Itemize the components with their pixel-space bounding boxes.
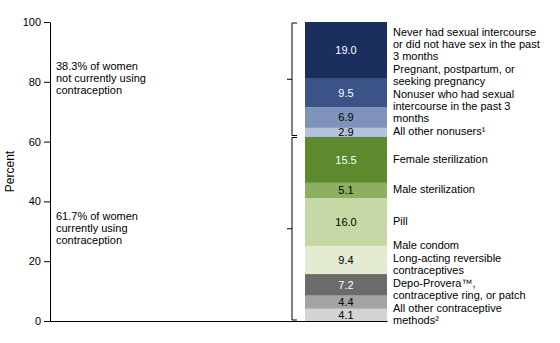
data-label: 2.9	[338, 126, 353, 138]
text-line: contraceptive ring, or patch	[393, 289, 526, 301]
chart: 4.14.4 7.2 9.4 16.0 5.1 15.5 2.9 6.9 9.5 19.0 All …	[0, 0, 560, 343]
text-line: seeking pregnancy	[393, 75, 486, 87]
y-tick-label: 40	[29, 195, 41, 207]
bar-segment	[305, 79, 387, 107]
bar-segment	[305, 22, 387, 79]
data-label: 4.1	[338, 309, 353, 321]
y-tick: 100	[23, 16, 50, 28]
segment-label: Female sterilization	[393, 153, 488, 165]
bar-segment	[305, 309, 387, 321]
data-label: 15.5	[335, 154, 356, 166]
bracket	[287, 138, 297, 320]
data-label: 5.1	[338, 184, 353, 196]
segment-label: Male sterilization	[393, 183, 475, 195]
annotation: 38.3% of womennot currently usingcontrac…	[56, 60, 146, 96]
segment-label: Pill	[393, 215, 408, 227]
text-line: Female sterilization	[393, 153, 488, 165]
segment-label: Never had sexual intercourseor did not h…	[393, 26, 540, 62]
data-label: 19.0	[335, 44, 356, 56]
bars	[305, 22, 387, 321]
text-line: intercourse in the past 3	[393, 100, 510, 112]
y-tick-mark	[44, 82, 50, 83]
data-label: 4.4	[338, 296, 353, 308]
bar-segment	[305, 274, 387, 296]
y-tick: 0	[35, 315, 50, 327]
y-tick-label: 0	[35, 315, 41, 327]
text-line: months	[393, 112, 430, 124]
annotations: 38.3% of womennot currently usingcontrac…	[56, 23, 297, 320]
text-line: Depo-Provera™,	[393, 277, 476, 289]
y-tick-mark	[44, 201, 50, 202]
y-axis: 0 20 40 60 80 100	[23, 16, 51, 327]
data-label: 9.5	[338, 87, 353, 99]
text-line: not currently using	[56, 72, 146, 84]
y-tick-label: 80	[29, 76, 41, 88]
x-axis-line	[51, 321, 388, 322]
text-line: All other contraceptive	[393, 302, 502, 314]
segment-label: Depo-Provera™,contraceptive ring, or pat…	[393, 277, 526, 301]
bar-segment	[305, 296, 387, 309]
x-axis	[51, 321, 388, 323]
bar-segment	[305, 107, 387, 128]
segment-label: Nonuser who had sexualintercourse in the…	[393, 88, 514, 124]
data-labels: 4.14.4 7.2 9.4 16.0 5.1 15.5 2.9 6.9 9.5 19.0	[335, 44, 356, 320]
segment-label: All other nonusers¹	[393, 125, 486, 137]
segment-label: Long-acting reversiblecontraceptives	[393, 252, 501, 276]
y-tick: 40	[29, 195, 50, 207]
text-line: contraceptives	[393, 264, 464, 276]
text-line: All other nonusers¹	[393, 125, 486, 137]
bar-segment	[305, 137, 387, 183]
segment-label: All other contraceptivemethods²	[393, 302, 502, 326]
text-line: 38.3% of women	[56, 60, 138, 72]
text-line: Long-acting reversible	[393, 252, 501, 264]
data-label: 16.0	[335, 216, 356, 228]
text-line: 3 months	[393, 50, 439, 62]
text-line: contraception	[56, 234, 122, 246]
y-tick: 20	[29, 255, 50, 267]
text-line: currently using	[56, 222, 128, 234]
y-axis-title: Percent	[3, 150, 17, 192]
text-line: contraception	[56, 84, 122, 96]
bar-segment	[305, 246, 387, 274]
text-line: Pill	[393, 215, 408, 227]
text-line: Pregnant, postpartum, or	[393, 63, 515, 75]
segment-label: Pregnant, postpartum, orseeking pregnanc…	[393, 63, 515, 87]
y-tick: 60	[29, 136, 50, 148]
data-label: 6.9	[338, 111, 353, 123]
text-line: Male condom	[393, 239, 459, 251]
data-label: 9.4	[338, 254, 353, 266]
y-tick-mark	[44, 321, 50, 322]
text-line: methods²	[393, 314, 439, 326]
y-tick-label: 100	[23, 16, 41, 28]
y-tick-mark	[44, 261, 50, 262]
y-tick-label: 20	[29, 255, 41, 267]
text-line: Male sterilization	[393, 183, 475, 195]
bar-segment	[305, 198, 387, 246]
segment-labels: All other contraceptivemethods²Depo-Prov…	[393, 26, 540, 326]
bracket	[287, 23, 297, 136]
text-line: Never had sexual intercourse	[393, 26, 536, 38]
text-line: 61.7% of women	[56, 210, 138, 222]
data-label: 7.2	[338, 279, 353, 291]
y-axis-line	[50, 23, 51, 322]
text-line: or did not have sex in the past	[393, 38, 540, 50]
bar-segment	[305, 183, 387, 198]
text-line: Nonuser who had sexual	[393, 88, 514, 100]
y-tick-mark	[44, 142, 50, 143]
y-tick-label: 60	[29, 136, 41, 148]
segment-label: Male condom	[393, 239, 459, 251]
annotation: 61.7% of womencurrently usingcontracepti…	[56, 210, 138, 246]
y-tick: 80	[29, 76, 50, 88]
y-tick-mark	[44, 22, 50, 23]
